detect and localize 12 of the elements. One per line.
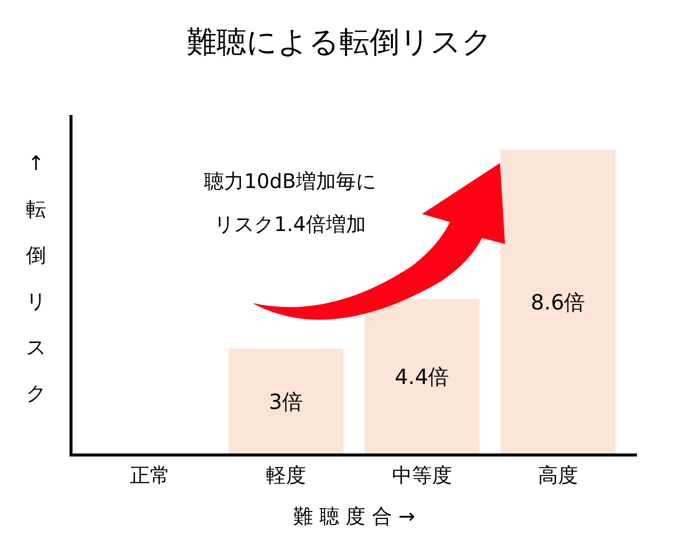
data-label: 4.4倍 [394,364,450,389]
chart-title: 難聴による転倒リスク [186,25,492,60]
annotation: 聴力10dB増加毎に [204,169,376,193]
data-label: 3倍 [268,390,304,414]
x-tick-label: 高度 [538,463,578,487]
annotation: リスク1.4倍増加 [214,212,366,236]
data-label: 8.6倍 [530,290,586,314]
x-tick-label: 正常 [130,463,170,487]
y-axis-title: ↑ 転倒リスク [26,151,46,405]
x-tick-label: 軽度 [266,463,306,487]
x-axis-title: 難 聴 度 合 → [292,504,416,528]
x-tick-label: 中等度 [392,463,452,487]
